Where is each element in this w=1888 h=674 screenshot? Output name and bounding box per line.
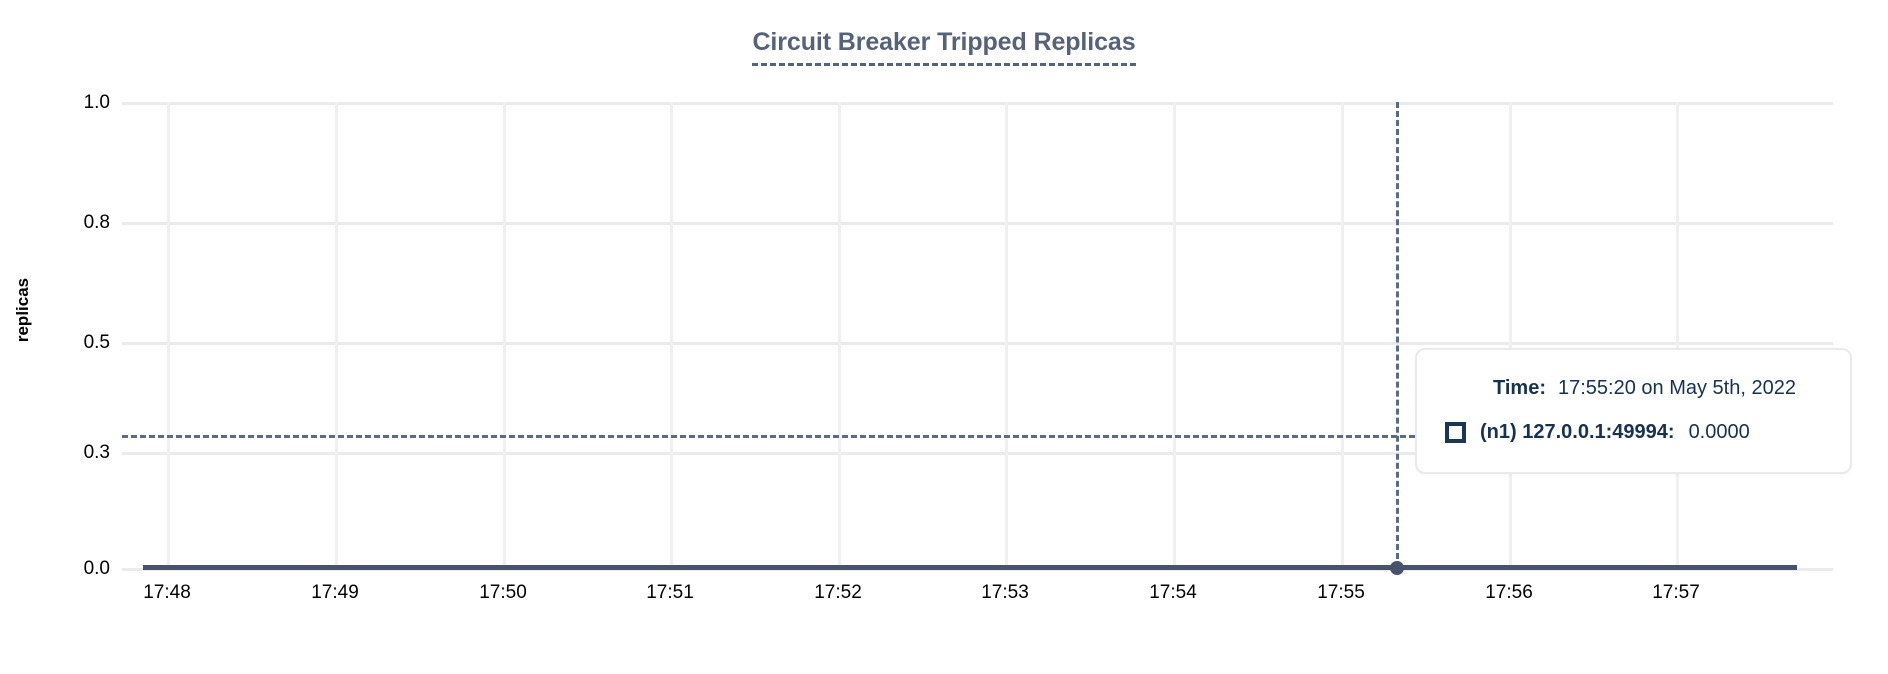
x-axis-tick-label: 17:49	[311, 582, 359, 603]
y-axis-tick-label: 0.8	[83, 212, 110, 233]
x-axis-tick-label: 17:53	[981, 582, 1029, 603]
series-swatch-icon	[1445, 421, 1466, 443]
gridline-horizontal	[122, 452, 1833, 455]
y-axis-tick-label: 0.5	[83, 332, 110, 353]
gridline-vertical	[1341, 102, 1344, 568]
gridline-horizontal	[122, 342, 1833, 345]
x-axis-tick-label: 17:55	[1317, 582, 1365, 603]
tooltip-time-row: Time: 17:55:20 on May 5th, 2022	[1445, 374, 1822, 402]
gridline-vertical	[1173, 102, 1176, 568]
tooltip-series-row: (n1) 127.0.0.1:49994: 0.0000	[1445, 418, 1822, 446]
x-axis-tick-label: 17:48	[143, 582, 191, 603]
x-axis-tick-label: 17:56	[1485, 582, 1533, 603]
gridline-vertical	[838, 102, 841, 568]
tooltip-series-name: (n1) 127.0.0.1:49994:	[1480, 421, 1675, 443]
tooltip-time-value: 17:55:20 on May 5th, 2022	[1557, 377, 1796, 399]
gridline-vertical	[503, 102, 506, 568]
y-axis-tick-label: 0.3	[83, 442, 110, 463]
gridline-vertical	[1509, 102, 1512, 568]
crosshair-horizontal	[122, 435, 1415, 438]
x-axis-tick-label: 17:52	[814, 582, 862, 603]
y-axis-ticks: 1.0 0.8 0.5 0.3 0.0	[0, 0, 110, 674]
tooltip-series-value: 0.0000	[1688, 421, 1750, 443]
y-axis-tick-label: 0.0	[83, 558, 110, 579]
hovered-data-point[interactable]	[1390, 561, 1404, 575]
x-axis-tick-label: 17:54	[1149, 582, 1197, 603]
gridline-horizontal	[122, 102, 1833, 105]
x-axis-tick-label: 17:57	[1652, 582, 1700, 603]
x-axis-tick-label: 17:50	[479, 582, 527, 603]
gridline-vertical	[167, 102, 170, 568]
gridline-vertical	[335, 102, 338, 568]
chart-title-text: Circuit Breaker Tripped Replicas	[752, 26, 1136, 66]
series-line-n1	[143, 565, 1797, 570]
chart-title: Circuit Breaker Tripped Replicas	[0, 26, 1888, 66]
y-axis-tick-label: 1.0	[83, 92, 110, 113]
gridline-vertical	[1676, 102, 1679, 568]
gridline-vertical	[1005, 102, 1008, 568]
tooltip-time-label: Time:	[1493, 377, 1546, 399]
gridline-vertical	[670, 102, 673, 568]
crosshair-vertical	[1396, 102, 1399, 568]
gridline-horizontal	[122, 222, 1833, 225]
chart-tooltip: Time: 17:55:20 on May 5th, 2022 (n1) 127…	[1415, 348, 1852, 474]
x-axis-tick-label: 17:51	[646, 582, 694, 603]
